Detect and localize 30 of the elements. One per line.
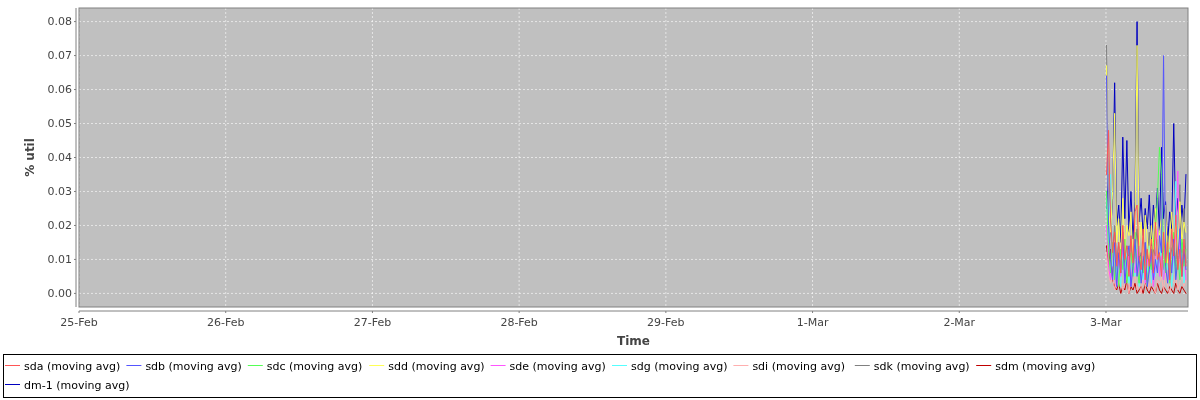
y-tick-label: 0.04 [47,151,72,165]
legend-label: sdd (moving avg) [388,359,485,373]
x-tick-label: 27-Feb [353,316,392,329]
y-tick-label: 0.05 [47,117,72,131]
legend-label: sdb (moving avg) [145,359,242,373]
legend-label: sdk (moving avg) [873,359,970,373]
legend-label: dm-1 (moving avg) [24,378,130,392]
y-tick-label: 0.02 [47,219,72,233]
y-tick-label: 0.01 [47,253,72,267]
legend-label: sdc (moving avg) [266,359,363,373]
legend-label: sdi (moving avg) [752,359,845,373]
y-axis-title: % util [23,138,37,177]
y-tick-label: 0.06 [47,83,72,97]
x-tick-label: 1-Mar [796,316,829,329]
y-tick-label: 0.03 [47,185,72,199]
x-tick-label: 2-Mar [943,316,976,329]
legend-label: sda (moving avg) [24,359,121,373]
x-axis-title: Time [617,334,650,348]
x-tick-label: 29-Feb [647,316,685,329]
legend-label: sdm (moving avg) [995,359,1096,373]
legend-label: sde (moving avg) [509,359,606,373]
x-tick-label: 28-Feb [500,316,538,329]
x-tick-label: 3-Mar [1090,316,1123,329]
legend-label: sdg (moving avg) [631,359,728,373]
y-tick-label: 0.08 [47,15,72,29]
x-tick-label: 25-Feb [60,316,98,329]
x-tick-label: 26-Feb [206,316,245,329]
line-series [1105,129,1187,281]
y-tick-label: 0.00 [47,287,72,301]
y-tick-label: 0.07 [47,49,72,63]
